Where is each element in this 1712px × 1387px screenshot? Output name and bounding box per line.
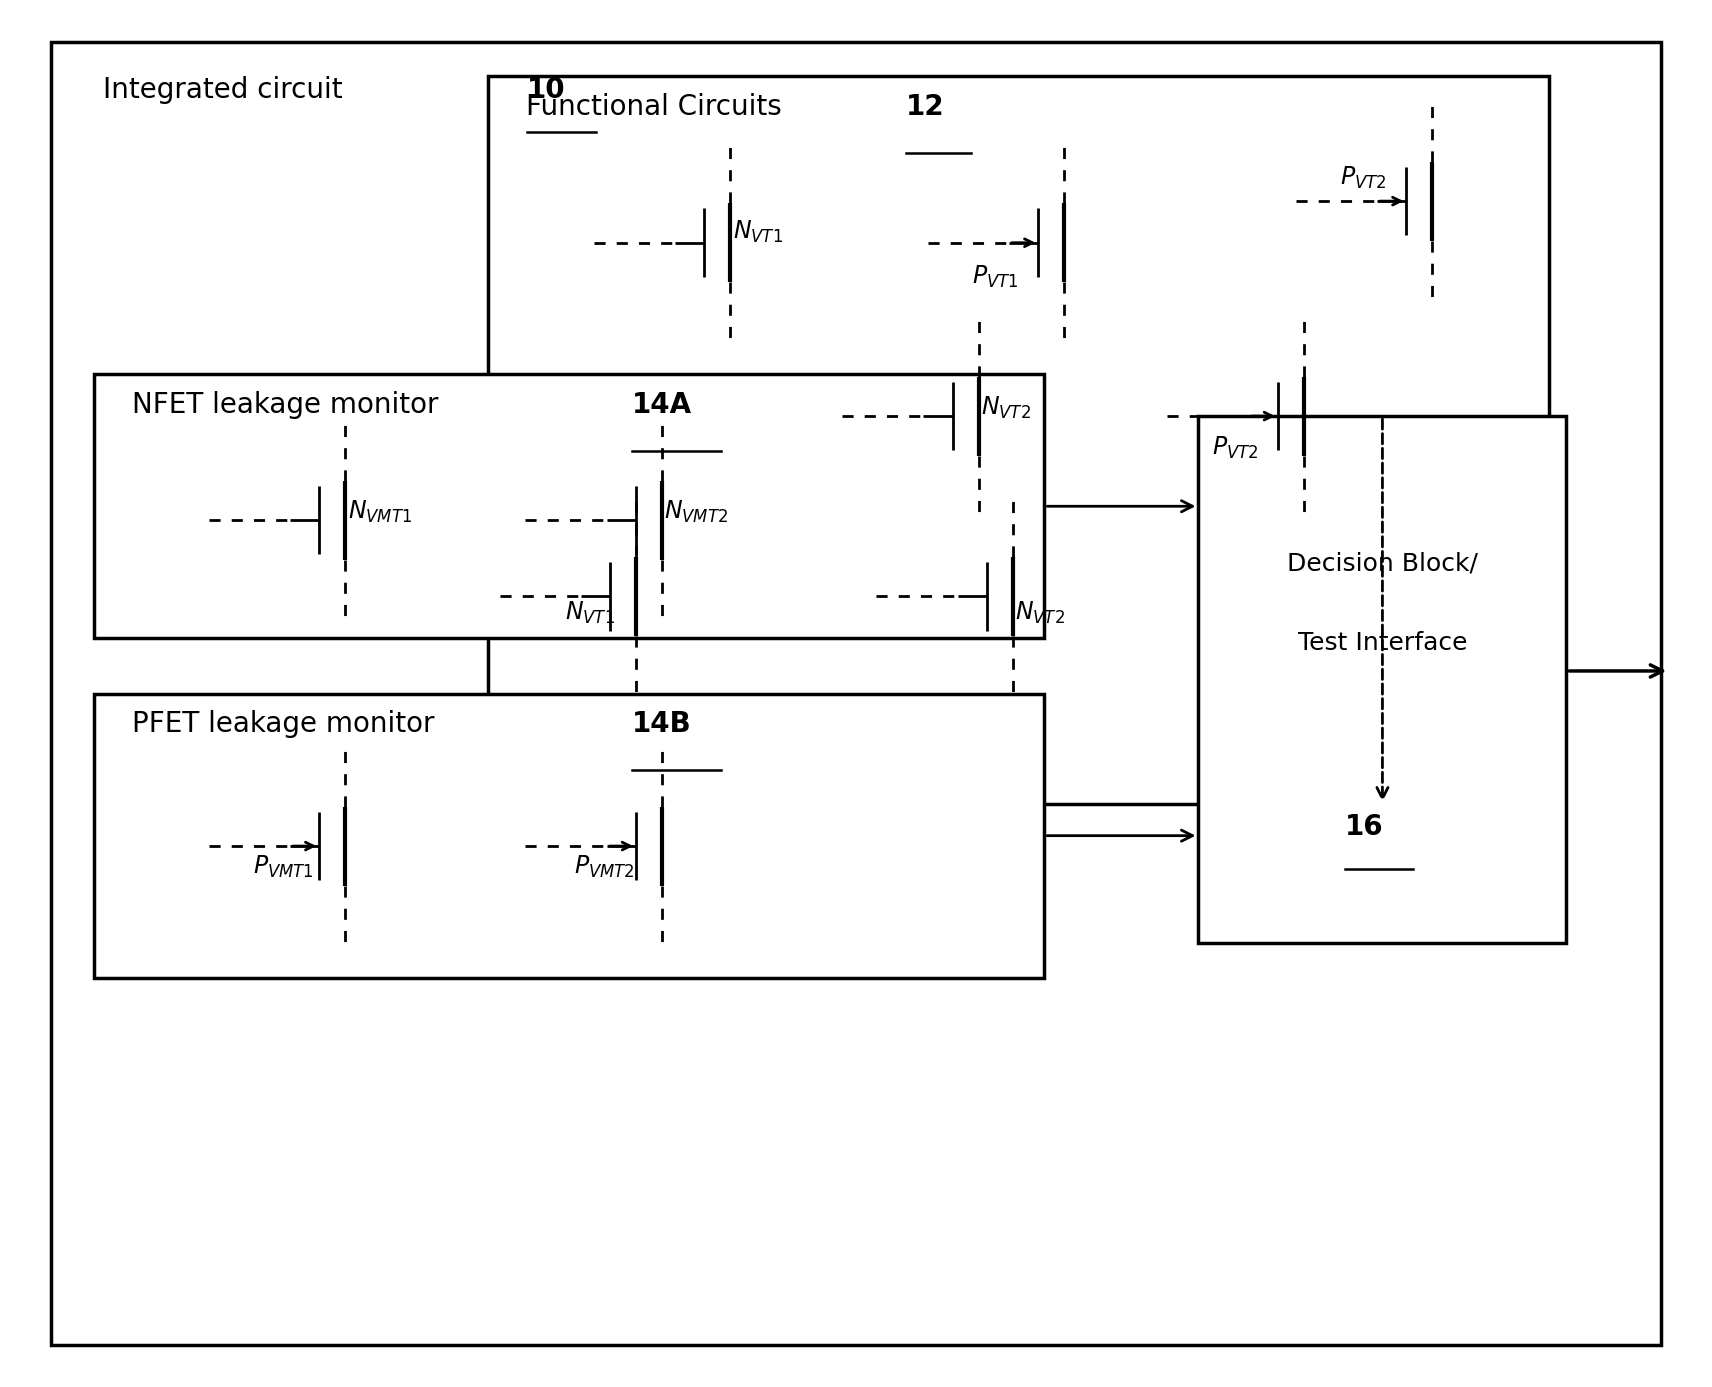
Text: $N_{VMT2}$: $N_{VMT2}$: [664, 499, 729, 524]
Bar: [1198, 416, 1566, 943]
Text: 16: 16: [1346, 813, 1383, 841]
Text: $P_{VMT1}$: $P_{VMT1}$: [253, 854, 315, 879]
Text: Test Interface: Test Interface: [1298, 631, 1467, 655]
Text: $P_{VMT2}$: $P_{VMT2}$: [574, 854, 635, 879]
Text: $N_{VT2}$: $N_{VT2}$: [1015, 601, 1065, 626]
Text: $N_{VMT1}$: $N_{VMT1}$: [348, 499, 413, 524]
Text: $N_{VT2}$: $N_{VT2}$: [981, 395, 1031, 420]
Text: 14A: 14A: [632, 391, 692, 419]
Bar: [94, 694, 1044, 978]
Text: $N_{VT1}$: $N_{VT1}$: [733, 219, 782, 244]
Text: Decision Block/: Decision Block/: [1287, 552, 1477, 576]
Text: Functional Circuits: Functional Circuits: [526, 93, 800, 121]
Text: $P_{VT2}$: $P_{VT2}$: [1340, 165, 1387, 190]
Text: $P_{VT2}$: $P_{VT2}$: [1212, 436, 1258, 460]
Text: 14B: 14B: [632, 710, 692, 738]
Bar: [94, 374, 1044, 638]
Text: NFET leakage monitor: NFET leakage monitor: [132, 391, 455, 419]
Text: PFET leakage monitor: PFET leakage monitor: [132, 710, 452, 738]
Text: $P_{VT1}$: $P_{VT1}$: [972, 265, 1019, 290]
Bar: [488, 76, 1549, 804]
Text: $N_{VT1}$: $N_{VT1}$: [565, 601, 615, 626]
Text: Integrated circuit: Integrated circuit: [103, 76, 360, 104]
Text: 12: 12: [906, 93, 945, 121]
Text: 10: 10: [527, 76, 567, 104]
